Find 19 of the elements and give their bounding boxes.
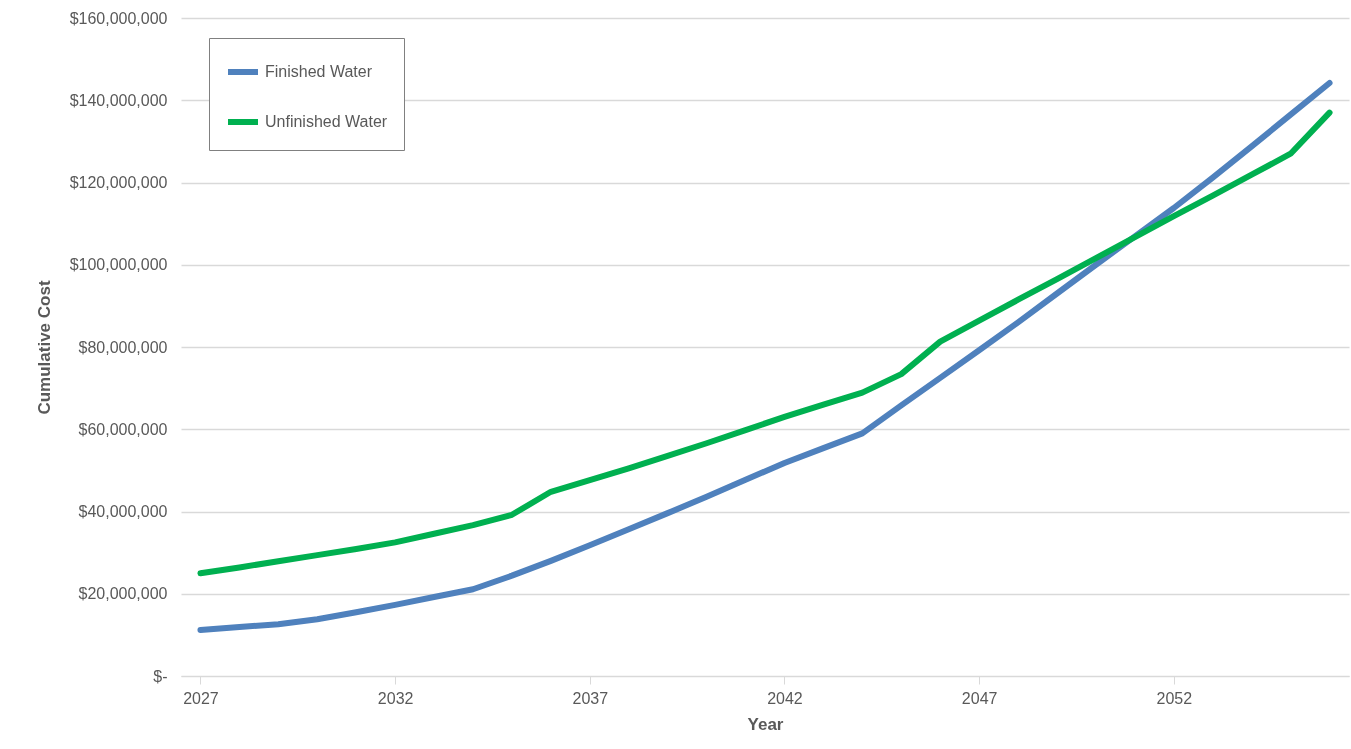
y-axis-title: Cumulative Cost <box>34 280 54 415</box>
y-tick-label: $- <box>153 667 168 685</box>
x-tick-label: 2027 <box>183 689 219 707</box>
x-axis-title: Year <box>747 714 784 734</box>
y-tick-label: $160,000,000 <box>69 9 168 27</box>
y-tick-label: $20,000,000 <box>78 585 168 603</box>
x-tick-label: 2032 <box>377 689 414 707</box>
x-tick-label: 2052 <box>1156 689 1193 707</box>
y-tick-label: $40,000,000 <box>78 503 168 520</box>
y-tick-label: $120,000,000 <box>69 174 168 191</box>
y-tick-label: $100,000,000 <box>69 256 168 274</box>
x-tick-label: 2042 <box>767 689 803 707</box>
legend-label: Unfinished Water <box>265 113 388 130</box>
y-tick-label: $140,000,000 <box>69 91 168 109</box>
y-tick-label: $60,000,000 <box>78 420 168 438</box>
y-tick-label: $80,000,000 <box>78 338 168 356</box>
legend-label: Finished Water <box>265 63 373 80</box>
x-tick-label: 2047 <box>961 689 998 707</box>
x-tick-label: 2037 <box>572 689 609 707</box>
